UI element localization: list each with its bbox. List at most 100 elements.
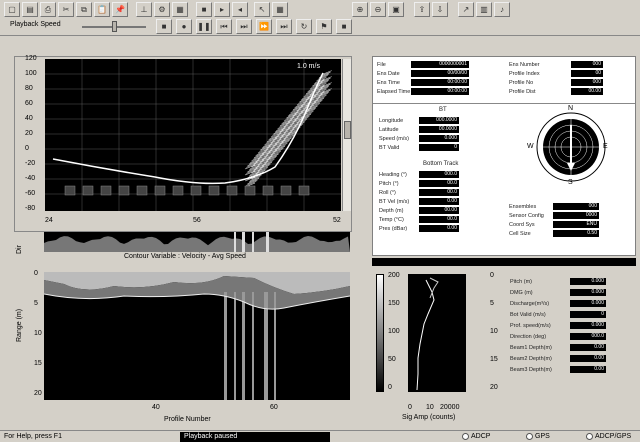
- info-field-row: Roll (°) 00.0: [379, 189, 459, 196]
- bookmark-icon[interactable]: ⚑: [316, 19, 332, 34]
- velocity-vector: [278, 135, 289, 140]
- skip-icon[interactable]: ⏭: [276, 19, 292, 34]
- tick-label: 20: [25, 130, 33, 137]
- bin-marker: [280, 185, 292, 196]
- velocity-vector: [321, 88, 332, 93]
- velocity-vector: [265, 157, 276, 162]
- velocity-vector: [278, 123, 289, 128]
- select-icon[interactable]: ↖: [254, 2, 270, 17]
- depth-plot-area[interactable]: [43, 272, 351, 400]
- stop-icon[interactable]: ■: [196, 2, 212, 17]
- velocity-vector: [286, 119, 297, 125]
- info-field-row: Ens Date 00/00/00: [377, 70, 469, 77]
- velocity-vector: [304, 91, 315, 96]
- info-field-row: Beam1 Depth(m) 0.00: [510, 344, 606, 351]
- profile-plot-area[interactable]: [408, 274, 466, 392]
- pin-icon[interactable]: 📌: [112, 2, 128, 17]
- depth-contour-svg: [43, 272, 351, 400]
- velocity-vector: [278, 129, 289, 134]
- pause-icon[interactable]: ❚❚: [196, 19, 212, 34]
- strip-plot-area[interactable]: [44, 232, 350, 252]
- velocity-vector: [252, 155, 263, 160]
- step-icon[interactable]: ⏭: [236, 19, 252, 34]
- velocity-vector: [259, 159, 270, 164]
- strip-highlight-bars: [234, 232, 269, 252]
- radio-adcp-gps-label: ADCP/GPS: [595, 433, 632, 440]
- velocity-vector: [316, 88, 327, 94]
- step-back-icon[interactable]: ⏮: [216, 19, 232, 34]
- velocity-vector: [266, 143, 278, 149]
- bin-marker: [154, 185, 166, 196]
- radio-adcp[interactable]: ADCP: [462, 433, 490, 440]
- export-icon[interactable]: ⇪: [414, 2, 430, 17]
- chart-icon[interactable]: ▥: [476, 2, 492, 17]
- save-icon[interactable]: ▤: [22, 2, 38, 17]
- radio-gps-circle[interactable]: [526, 433, 533, 440]
- velocity-vector: [317, 81, 328, 86]
- bin-marker: [244, 185, 256, 196]
- field-label: Elapsed Time: [377, 88, 411, 95]
- field-value: 0: [570, 311, 606, 318]
- toolbar-row-2: Playback Speed ■ ● ❚❚ ⏮ ⏭ ⏩ ⏭ ↻ ⚑ ■: [0, 19, 640, 35]
- grid-icon[interactable]: ▦: [172, 2, 188, 17]
- open-icon[interactable]: ▢: [4, 2, 20, 17]
- cursor-icon[interactable]: ↗: [458, 2, 474, 17]
- scroll-thumb[interactable]: [344, 121, 351, 139]
- velocity-vector: [261, 143, 273, 149]
- field-value: 00: [571, 70, 603, 77]
- prev-icon[interactable]: ◂: [232, 2, 248, 17]
- field-value: 000: [553, 203, 599, 210]
- print-icon[interactable]: ⎙: [40, 2, 56, 17]
- stop-square-icon[interactable]: ■: [336, 19, 352, 34]
- radio-adcp-gps[interactable]: ADCP/GPS: [586, 433, 631, 440]
- velocity-vector: [308, 104, 319, 109]
- field-value: 0.50: [553, 230, 599, 237]
- info-field-row: Coord Sys ENU: [509, 221, 599, 228]
- radio-adcp-circle[interactable]: [462, 433, 469, 440]
- velocity-vector: [292, 123, 304, 129]
- velocity-vector: [289, 116, 300, 121]
- radio-gps[interactable]: GPS: [526, 433, 550, 440]
- field-value: 000.0: [570, 333, 606, 340]
- velocity-vector: [292, 111, 304, 117]
- info-field-row: Pitch (m) 0.000: [510, 278, 606, 285]
- copy-icon[interactable]: ⧉: [76, 2, 92, 17]
- profile-x-label: Sig Amp (counts): [402, 414, 456, 421]
- tools-icon[interactable]: ⚙: [154, 2, 170, 17]
- record-icon[interactable]: ●: [176, 19, 192, 34]
- velocity-vector: [259, 147, 270, 152]
- field-label: File: [377, 61, 386, 68]
- field-value: 000.0000: [419, 117, 459, 124]
- field-value: 0.00: [419, 198, 459, 205]
- zoom-out-icon[interactable]: ⊖: [370, 2, 386, 17]
- velocity-scrollbar[interactable]: [342, 59, 351, 211]
- velocity-vector: [276, 126, 287, 131]
- velocity-vector: [276, 132, 287, 137]
- velocity-plot-area[interactable]: 1.0 m/s: [45, 59, 341, 211]
- import-icon[interactable]: ⇩: [432, 2, 448, 17]
- play-icon[interactable]: ■: [156, 19, 172, 34]
- field-value: 00/00/00: [411, 70, 469, 77]
- velocity-vector: [278, 141, 289, 146]
- next-icon[interactable]: ▸: [214, 2, 230, 17]
- velocity-bin-labels: [64, 185, 310, 196]
- ruler-icon[interactable]: ⊥: [136, 2, 152, 17]
- velocity-vector: [273, 129, 284, 135]
- velocity-vector: [247, 161, 258, 167]
- velocity-vector: [264, 146, 275, 152]
- zoom-in-icon[interactable]: ⊕: [352, 2, 368, 17]
- fit-icon[interactable]: ▣: [388, 2, 404, 17]
- paste-icon[interactable]: 📋: [94, 2, 110, 17]
- cut-icon[interactable]: ✂: [58, 2, 74, 17]
- sound-icon[interactable]: ♪: [494, 2, 510, 17]
- radio-adcp-gps-circle[interactable]: [586, 433, 593, 440]
- loop-icon[interactable]: ↻: [296, 19, 312, 34]
- tick-label: 5: [490, 300, 494, 307]
- table-icon[interactable]: ▦: [272, 2, 288, 17]
- playback-speed-slider[interactable]: [112, 21, 117, 32]
- velocity-vector: [283, 134, 295, 140]
- velocity-vector: [257, 154, 269, 160]
- velocity-vector: [311, 95, 322, 100]
- forward-icon[interactable]: ⏩: [256, 19, 272, 34]
- velocity-vector: [299, 97, 310, 103]
